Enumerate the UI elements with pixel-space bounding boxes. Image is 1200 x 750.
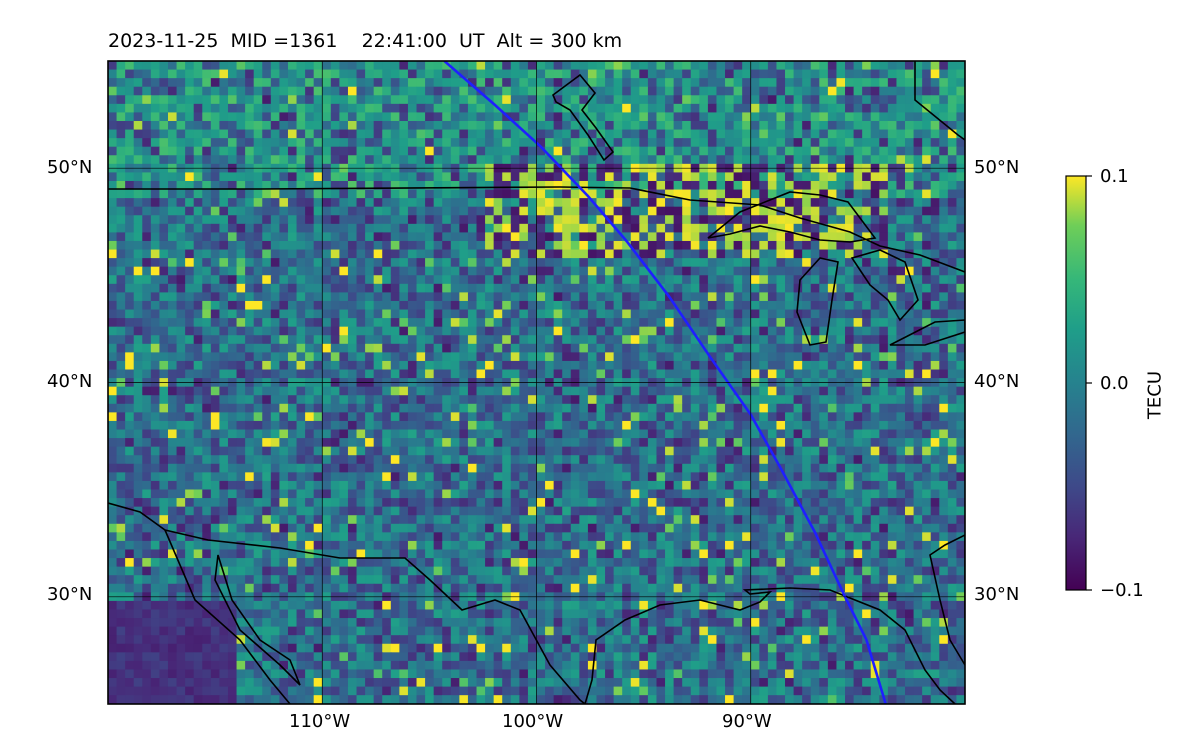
lon-tick-label: 90°W [722, 711, 772, 732]
great-lakes-erie [889, 319, 965, 346]
colorbar-tick-label: 0.0 [1100, 373, 1129, 394]
lon-tick-label: 110°W [289, 711, 351, 732]
lat-tick-label-right: 30°N [974, 584, 1020, 605]
lat-tick-label-right: 40°N [974, 371, 1020, 392]
hudson-bay-coast [552, 73, 615, 162]
gridlines [108, 61, 965, 704]
map-title: 2023-11-25 MID =1361 22:41:00 UT Alt = 3… [108, 30, 623, 52]
east-coast [914, 61, 965, 141]
colorbar-tick-label: −0.1 [1100, 580, 1144, 601]
lat-tick-label-right: 50°N [974, 157, 1020, 178]
map-frame [107, 60, 966, 705]
great-lakes-michigan [796, 257, 839, 346]
mexico-gulf-coast [584, 587, 956, 704]
colorbar-label: TECU [1144, 370, 1166, 420]
tec-heatmap [108, 61, 965, 704]
baja-california [164, 529, 291, 704]
colorbar-tick-label: 0.1 [1100, 166, 1129, 187]
great-lakes-huron [850, 249, 919, 322]
colorbar-gradient [1065, 175, 1087, 591]
lon-tick-label: 100°W [502, 711, 564, 732]
lat-tick-label-left: 30°N [47, 584, 93, 605]
lat-tick-label-left: 50°N [47, 157, 93, 178]
florida-peninsula [929, 534, 965, 667]
lat-tick-label-left: 40°N [47, 371, 93, 392]
us-canada-border [108, 186, 965, 273]
colorbar [1065, 175, 1092, 591]
great-lakes-superior [707, 191, 877, 243]
us-mexico-border [108, 502, 586, 704]
